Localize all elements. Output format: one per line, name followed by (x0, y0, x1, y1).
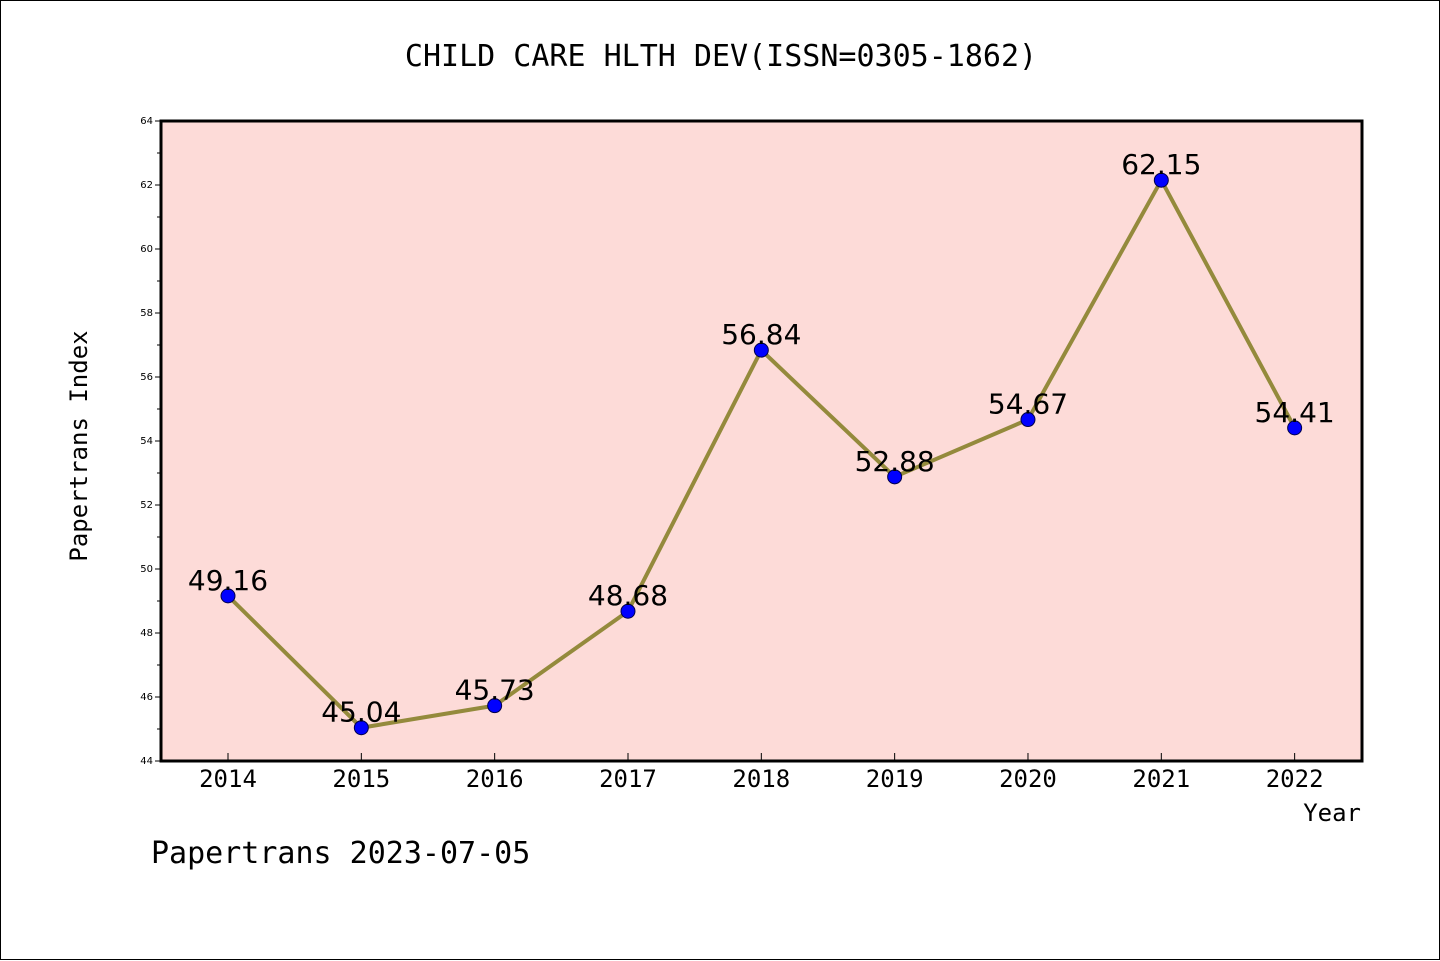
x-tick-label: 2021 (1132, 765, 1190, 793)
data-point (353, 720, 369, 736)
data-label: 45.04 (321, 696, 401, 729)
x-axis-label: Year (1303, 799, 1361, 827)
x-tick-label: 2016 (466, 765, 524, 793)
y-tick-label: 52 (140, 500, 153, 511)
y-axis-label: Papertrans Index (65, 330, 93, 561)
x-tick-label: 2019 (866, 765, 924, 793)
data-point (1020, 412, 1036, 428)
x-tick-label: 2017 (599, 765, 657, 793)
y-tick-label: 44 (140, 756, 153, 767)
y-axis: 44 46 48 50 52 54 56 58 60 62 64 (140, 116, 161, 767)
data-label: 54.67 (988, 388, 1068, 421)
data-point (887, 469, 903, 485)
plot-area (161, 121, 1362, 761)
y-tick-label: 48 (140, 628, 153, 639)
data-label: 62.15 (1121, 148, 1201, 181)
y-tick-label: 46 (140, 692, 153, 703)
x-tick-label: 2018 (732, 765, 790, 793)
data-label: 54.41 (1255, 396, 1335, 429)
y-tick-label: 50 (140, 564, 153, 575)
data-point (753, 342, 769, 358)
data-label: 49.16 (188, 564, 268, 597)
footer-text: Papertrans 2023-07-05 (151, 836, 531, 871)
data-label: 52.88 (855, 445, 935, 478)
data-labels: 49.16 45.04 45.73 48.68 56.84 52.88 54.67 62.15… (188, 148, 1335, 729)
data-point (1153, 172, 1169, 188)
y-tick-label: 64 (140, 116, 153, 127)
data-point (220, 588, 236, 604)
y-tick-label: 62 (140, 180, 153, 191)
y-tick-label: 60 (140, 244, 153, 255)
x-tick-label: 2015 (332, 765, 390, 793)
data-point (487, 698, 503, 714)
data-point (1287, 420, 1303, 436)
data-label: 45.73 (455, 674, 535, 707)
x-axis: 2014 2015 2016 2017 2018 2019 2020 2021 2022 (199, 753, 1324, 793)
x-tick-label: 2014 (199, 765, 257, 793)
data-points (220, 172, 1303, 736)
data-label: 56.84 (721, 318, 801, 351)
data-label: 48.68 (588, 579, 668, 612)
x-tick-label: 2020 (999, 765, 1057, 793)
x-tick-label: 2022 (1266, 765, 1324, 793)
data-point (620, 603, 636, 619)
y-tick-label: 54 (140, 436, 153, 447)
plot-frame (159, 119, 1364, 763)
y-tick-label: 56 (140, 372, 153, 383)
chart-title: CHILD CARE HLTH DEV(ISSN=0305-1862) (404, 39, 1038, 74)
y-tick-label: 58 (140, 308, 153, 319)
